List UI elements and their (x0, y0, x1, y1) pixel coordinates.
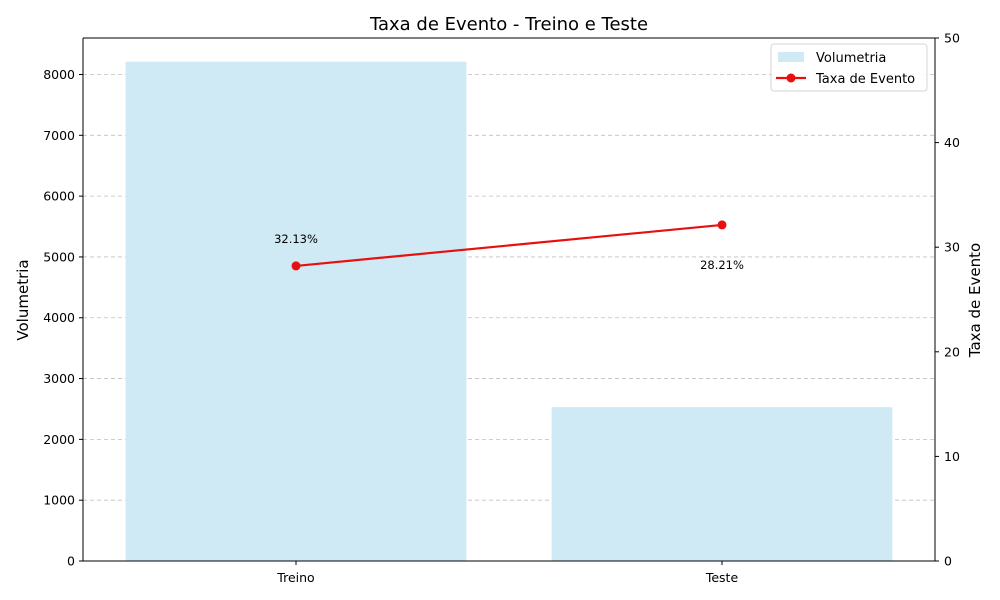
data-label: 28.21% (700, 258, 744, 272)
y2-tick-label: 10 (944, 449, 960, 464)
y-tick-label: 6000 (43, 189, 75, 204)
legend-box (770, 43, 928, 92)
y2-tick-label: 0 (944, 554, 952, 569)
chart-title: Taxa de Evento - Treino e Teste (369, 14, 648, 35)
bar-teste (551, 407, 893, 561)
x-tick-label: Treino (276, 570, 314, 585)
y-tick-label: 3000 (43, 371, 75, 386)
legend-label-volumetria: Volumetria (816, 51, 886, 66)
y-tick-label: 4000 (43, 310, 75, 325)
legend-swatch-volumetria (778, 52, 804, 62)
line-point-treino (291, 261, 301, 271)
x-tick-label: Teste (705, 570, 739, 585)
y-tick-label: 0 (67, 554, 75, 569)
bars (125, 61, 893, 562)
y-tick-label: 2000 (43, 432, 75, 447)
line-point-teste (717, 220, 727, 230)
y-axis-title: Volumetria (14, 259, 32, 340)
y-tick-label: 8000 (43, 67, 75, 82)
y2-tick-label: 20 (944, 344, 960, 359)
y-tick-label: 1000 (43, 493, 75, 508)
y-tick-label: 7000 (43, 128, 75, 143)
y2-tick-label: 40 (944, 135, 960, 150)
data-label: 32.13% (274, 232, 318, 246)
y-tick-label: 5000 (43, 249, 75, 264)
y2-tick-label: 50 (944, 31, 960, 46)
line-path (295, 223, 723, 268)
axes: 0 1000 2000 3000 4000 5000 6000 7000 8000 0 10 20 30… (43, 31, 960, 586)
y2-tick-label: 30 (944, 240, 960, 255)
legend-marker-taxa (786, 73, 796, 83)
data-labels: 32.13% 28.21% (274, 232, 744, 272)
legend-label-taxa: Taxa de Evento (815, 72, 915, 87)
bar-treino (125, 61, 467, 562)
y2-axis-title: Taxa de Evento (966, 243, 984, 358)
legend: Volumetria Taxa de Evento (770, 43, 928, 92)
line-series (291, 220, 727, 271)
